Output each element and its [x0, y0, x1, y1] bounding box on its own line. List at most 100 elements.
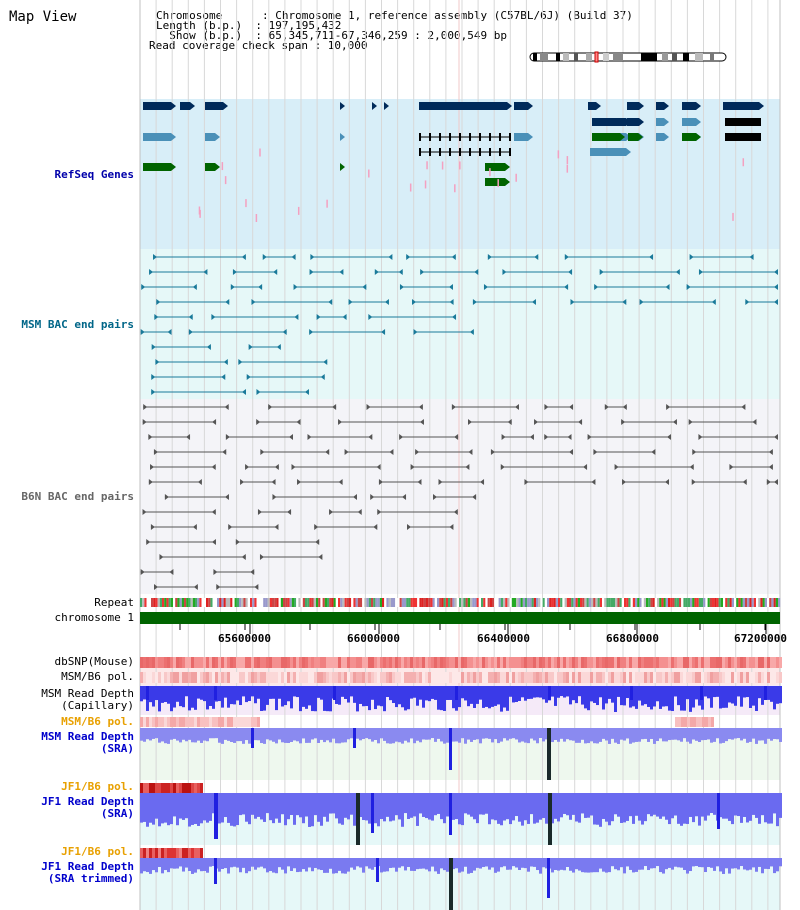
heat-cell	[158, 848, 161, 858]
depth-bar	[704, 793, 707, 821]
repeat-cell	[591, 598, 594, 607]
gene-tick	[515, 173, 517, 182]
heat-tracks[interactable]	[140, 657, 782, 858]
depth-bar	[446, 686, 449, 700]
b6n-bac-end	[621, 419, 626, 425]
heat-cell	[440, 672, 443, 683]
repeat-cell	[472, 598, 475, 607]
depth-bar	[392, 686, 395, 704]
depth-spike	[717, 793, 720, 829]
b6n-bac-end	[325, 449, 330, 455]
depth-bar	[218, 858, 221, 872]
depth-bar	[371, 686, 374, 700]
depth-spike	[146, 686, 149, 700]
gene-exon	[180, 102, 190, 110]
repeat-cell	[201, 598, 204, 607]
depth-bar	[554, 728, 557, 741]
heat-cell	[596, 672, 599, 683]
depth-bar	[656, 858, 659, 867]
depth-bar	[407, 793, 410, 820]
heat-cell	[194, 657, 197, 668]
b6n-bac-end	[338, 479, 343, 485]
heat-cell	[311, 657, 314, 668]
repeat-cell	[386, 598, 389, 607]
gene-tick	[297, 206, 300, 215]
depth-bar	[263, 858, 266, 869]
depth-bar	[611, 728, 614, 739]
gene-exon	[592, 118, 626, 126]
repeat-cell	[313, 598, 316, 607]
repeat-cell	[542, 598, 545, 607]
depth-tracks[interactable]	[140, 686, 782, 910]
depth-bar	[257, 728, 260, 741]
depth-bar	[590, 858, 593, 873]
b6n-bac-end	[622, 479, 627, 485]
depth-bar	[188, 728, 191, 740]
heat-cell	[305, 657, 308, 668]
msm-bac-end	[381, 329, 386, 335]
repeat-cell	[540, 598, 543, 607]
track-label-refseq[interactable]: RefSeq Genes	[54, 168, 134, 181]
repeat-cell	[672, 598, 675, 607]
repeat-cell	[762, 598, 765, 607]
depth-bar	[701, 728, 704, 741]
heat-cell	[575, 657, 578, 668]
depth-bar	[149, 793, 152, 823]
heat-cell	[458, 657, 461, 668]
gene-arrow	[696, 118, 701, 126]
heat-cell	[686, 657, 689, 668]
repeat-cell	[428, 598, 431, 607]
repeat-cell	[267, 598, 270, 607]
depth-bar	[596, 686, 599, 706]
depth-bar	[416, 793, 419, 826]
repeat-cell	[518, 598, 521, 607]
chromosome-bar[interactable]	[140, 612, 780, 624]
repeat-cell	[450, 598, 453, 607]
track-label-b6n-bac[interactable]: B6N BAC end pairs	[21, 490, 134, 503]
repeat-cell	[536, 598, 539, 607]
depth-bar	[509, 858, 512, 870]
track-label-jf1-trim: JF1 Read Depth (SRA trimmed)	[41, 860, 134, 885]
depth-bar	[209, 858, 212, 867]
depth-bar	[224, 728, 227, 740]
refseq-genes-track[interactable]	[143, 102, 764, 222]
depth-bar	[344, 793, 347, 818]
heat-cell	[269, 657, 272, 668]
chromosome-ideogram[interactable]	[529, 51, 727, 63]
msm-bac-end	[149, 269, 154, 275]
depth-bar	[443, 793, 446, 824]
heat-cell	[695, 657, 698, 668]
b6n-bac-end	[150, 464, 155, 470]
heat-cell	[164, 717, 167, 727]
b6n-bac-end	[268, 404, 273, 410]
msm-bac-track[interactable]	[140, 254, 778, 395]
repeat-cell	[368, 598, 371, 607]
heat-cell	[773, 657, 776, 668]
track-label-msm-bac[interactable]: MSM BAC end pairs	[21, 318, 134, 331]
depth-bar	[392, 858, 395, 868]
heat-cell	[233, 717, 236, 727]
depth-bar	[581, 793, 584, 814]
depth-bar	[203, 793, 206, 821]
repeat-cell	[362, 598, 365, 607]
heat-cell	[617, 657, 620, 668]
repeat-track[interactable]	[140, 598, 781, 607]
b6n-bac-track[interactable]	[140, 404, 778, 590]
heat-cell	[212, 717, 215, 727]
depth-bar	[758, 793, 761, 824]
msm-bac-end	[368, 314, 373, 320]
depth-bar	[755, 728, 758, 744]
heat-cell	[713, 672, 716, 683]
b6n-bac-end	[419, 419, 424, 425]
b6n-bac-end	[245, 464, 250, 470]
msm-bac-end	[622, 299, 627, 305]
depth-bar	[503, 858, 506, 867]
depth-bar	[524, 858, 527, 869]
gene-arrow	[664, 102, 669, 110]
heat-cell	[659, 672, 662, 683]
depth-bar	[386, 858, 389, 872]
repeat-cell	[516, 598, 519, 607]
gene-tick	[245, 199, 247, 208]
heat-cell	[485, 672, 488, 683]
